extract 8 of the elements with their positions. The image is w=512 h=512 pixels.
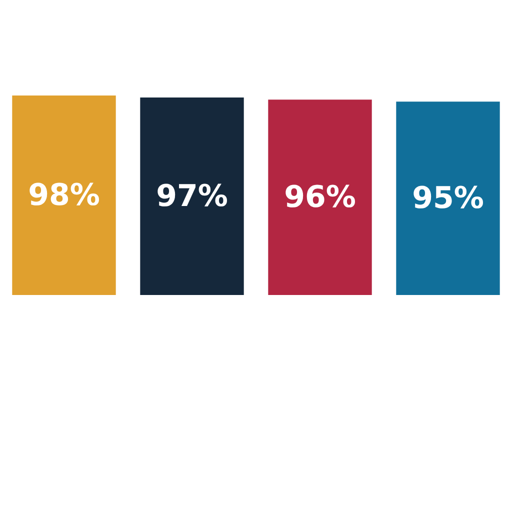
bar bbox=[12, 96, 116, 295]
bar bbox=[268, 100, 372, 295]
data-label: 98% bbox=[28, 178, 100, 213]
bar bbox=[396, 102, 500, 295]
bar bbox=[140, 98, 244, 295]
data-label: 95% bbox=[412, 180, 484, 216]
data-label: 96% bbox=[284, 180, 356, 215]
data-label: 97% bbox=[156, 178, 228, 214]
